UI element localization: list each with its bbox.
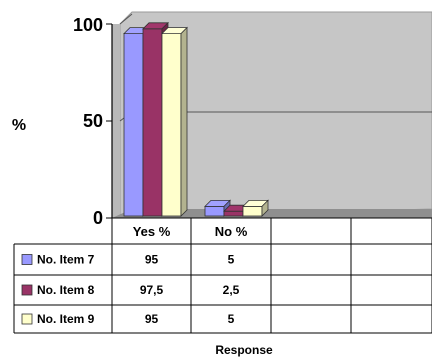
y-tick-label-0: 0	[93, 208, 103, 228]
category-label: Yes %	[133, 224, 171, 239]
category-label: No %	[215, 224, 248, 239]
y-tick-label-100: 100	[73, 15, 103, 35]
x-axis-label: Response	[215, 343, 273, 357]
legend-entry: No. Item 8	[37, 283, 95, 297]
y-axis-label: %	[12, 117, 26, 134]
data-label: 5	[228, 253, 235, 267]
data-label: 97,5	[140, 283, 164, 297]
gridline-100	[119, 13, 133, 25]
data-label: 2,5	[223, 283, 240, 297]
plot-side-wall	[112, 24, 120, 218]
bars-group	[123, 21, 269, 217]
data-label: 95	[145, 253, 159, 267]
data-label: 95	[145, 312, 159, 326]
legend-entry: No. Item 9	[37, 312, 95, 326]
legend-swatch	[21, 254, 33, 265]
y-tick-label-50: 50	[83, 111, 103, 131]
legend-swatch	[21, 284, 33, 296]
data-table: Yes % No % No. Item 7 95 5 No. Item 8 97,5 2,5 N…	[13, 217, 432, 334]
legend-swatch	[21, 313, 33, 325]
data-label: 5	[228, 312, 235, 326]
bar-3-2	[242, 199, 269, 217]
legend-entry: No. Item 7	[37, 253, 95, 267]
bar-3-1	[161, 26, 188, 217]
plot-floor	[112, 209, 432, 218]
